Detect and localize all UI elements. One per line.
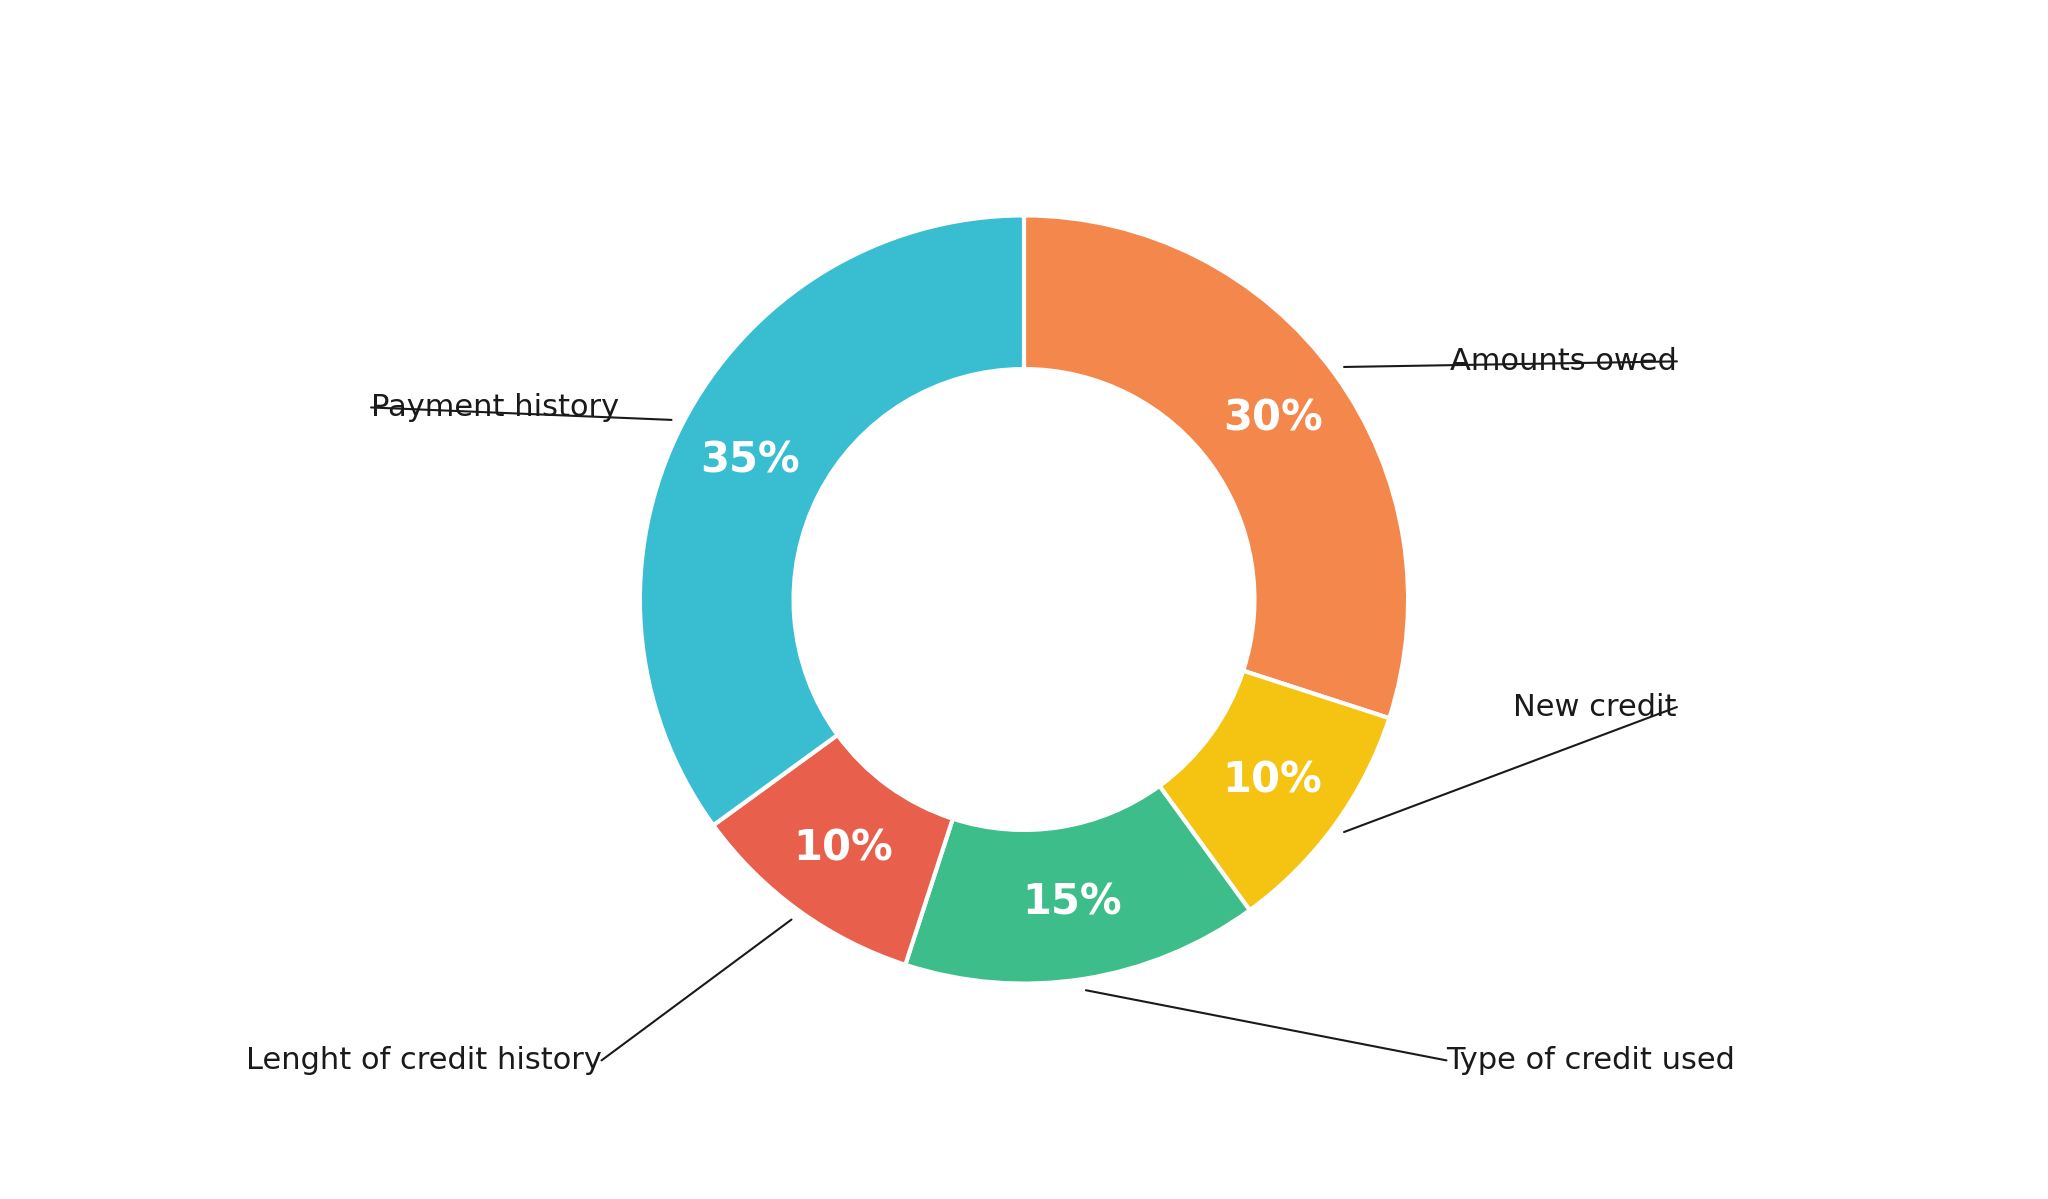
Wedge shape — [639, 216, 1024, 825]
Wedge shape — [713, 735, 952, 965]
Text: 15%: 15% — [1022, 882, 1122, 924]
Text: 30%: 30% — [1223, 398, 1323, 440]
Wedge shape — [1024, 216, 1409, 718]
Text: Type of credit used: Type of credit used — [1446, 1046, 1735, 1074]
Wedge shape — [905, 785, 1249, 983]
Wedge shape — [1159, 670, 1389, 910]
Text: 10%: 10% — [1223, 759, 1323, 801]
Text: New credit: New credit — [1513, 693, 1677, 722]
Text: 35%: 35% — [700, 439, 801, 481]
Text: Payment history: Payment history — [371, 393, 618, 422]
Text: 10%: 10% — [793, 827, 893, 869]
Text: Amounts owed: Amounts owed — [1450, 347, 1677, 375]
Text: Lenght of credit history: Lenght of credit history — [246, 1046, 602, 1074]
